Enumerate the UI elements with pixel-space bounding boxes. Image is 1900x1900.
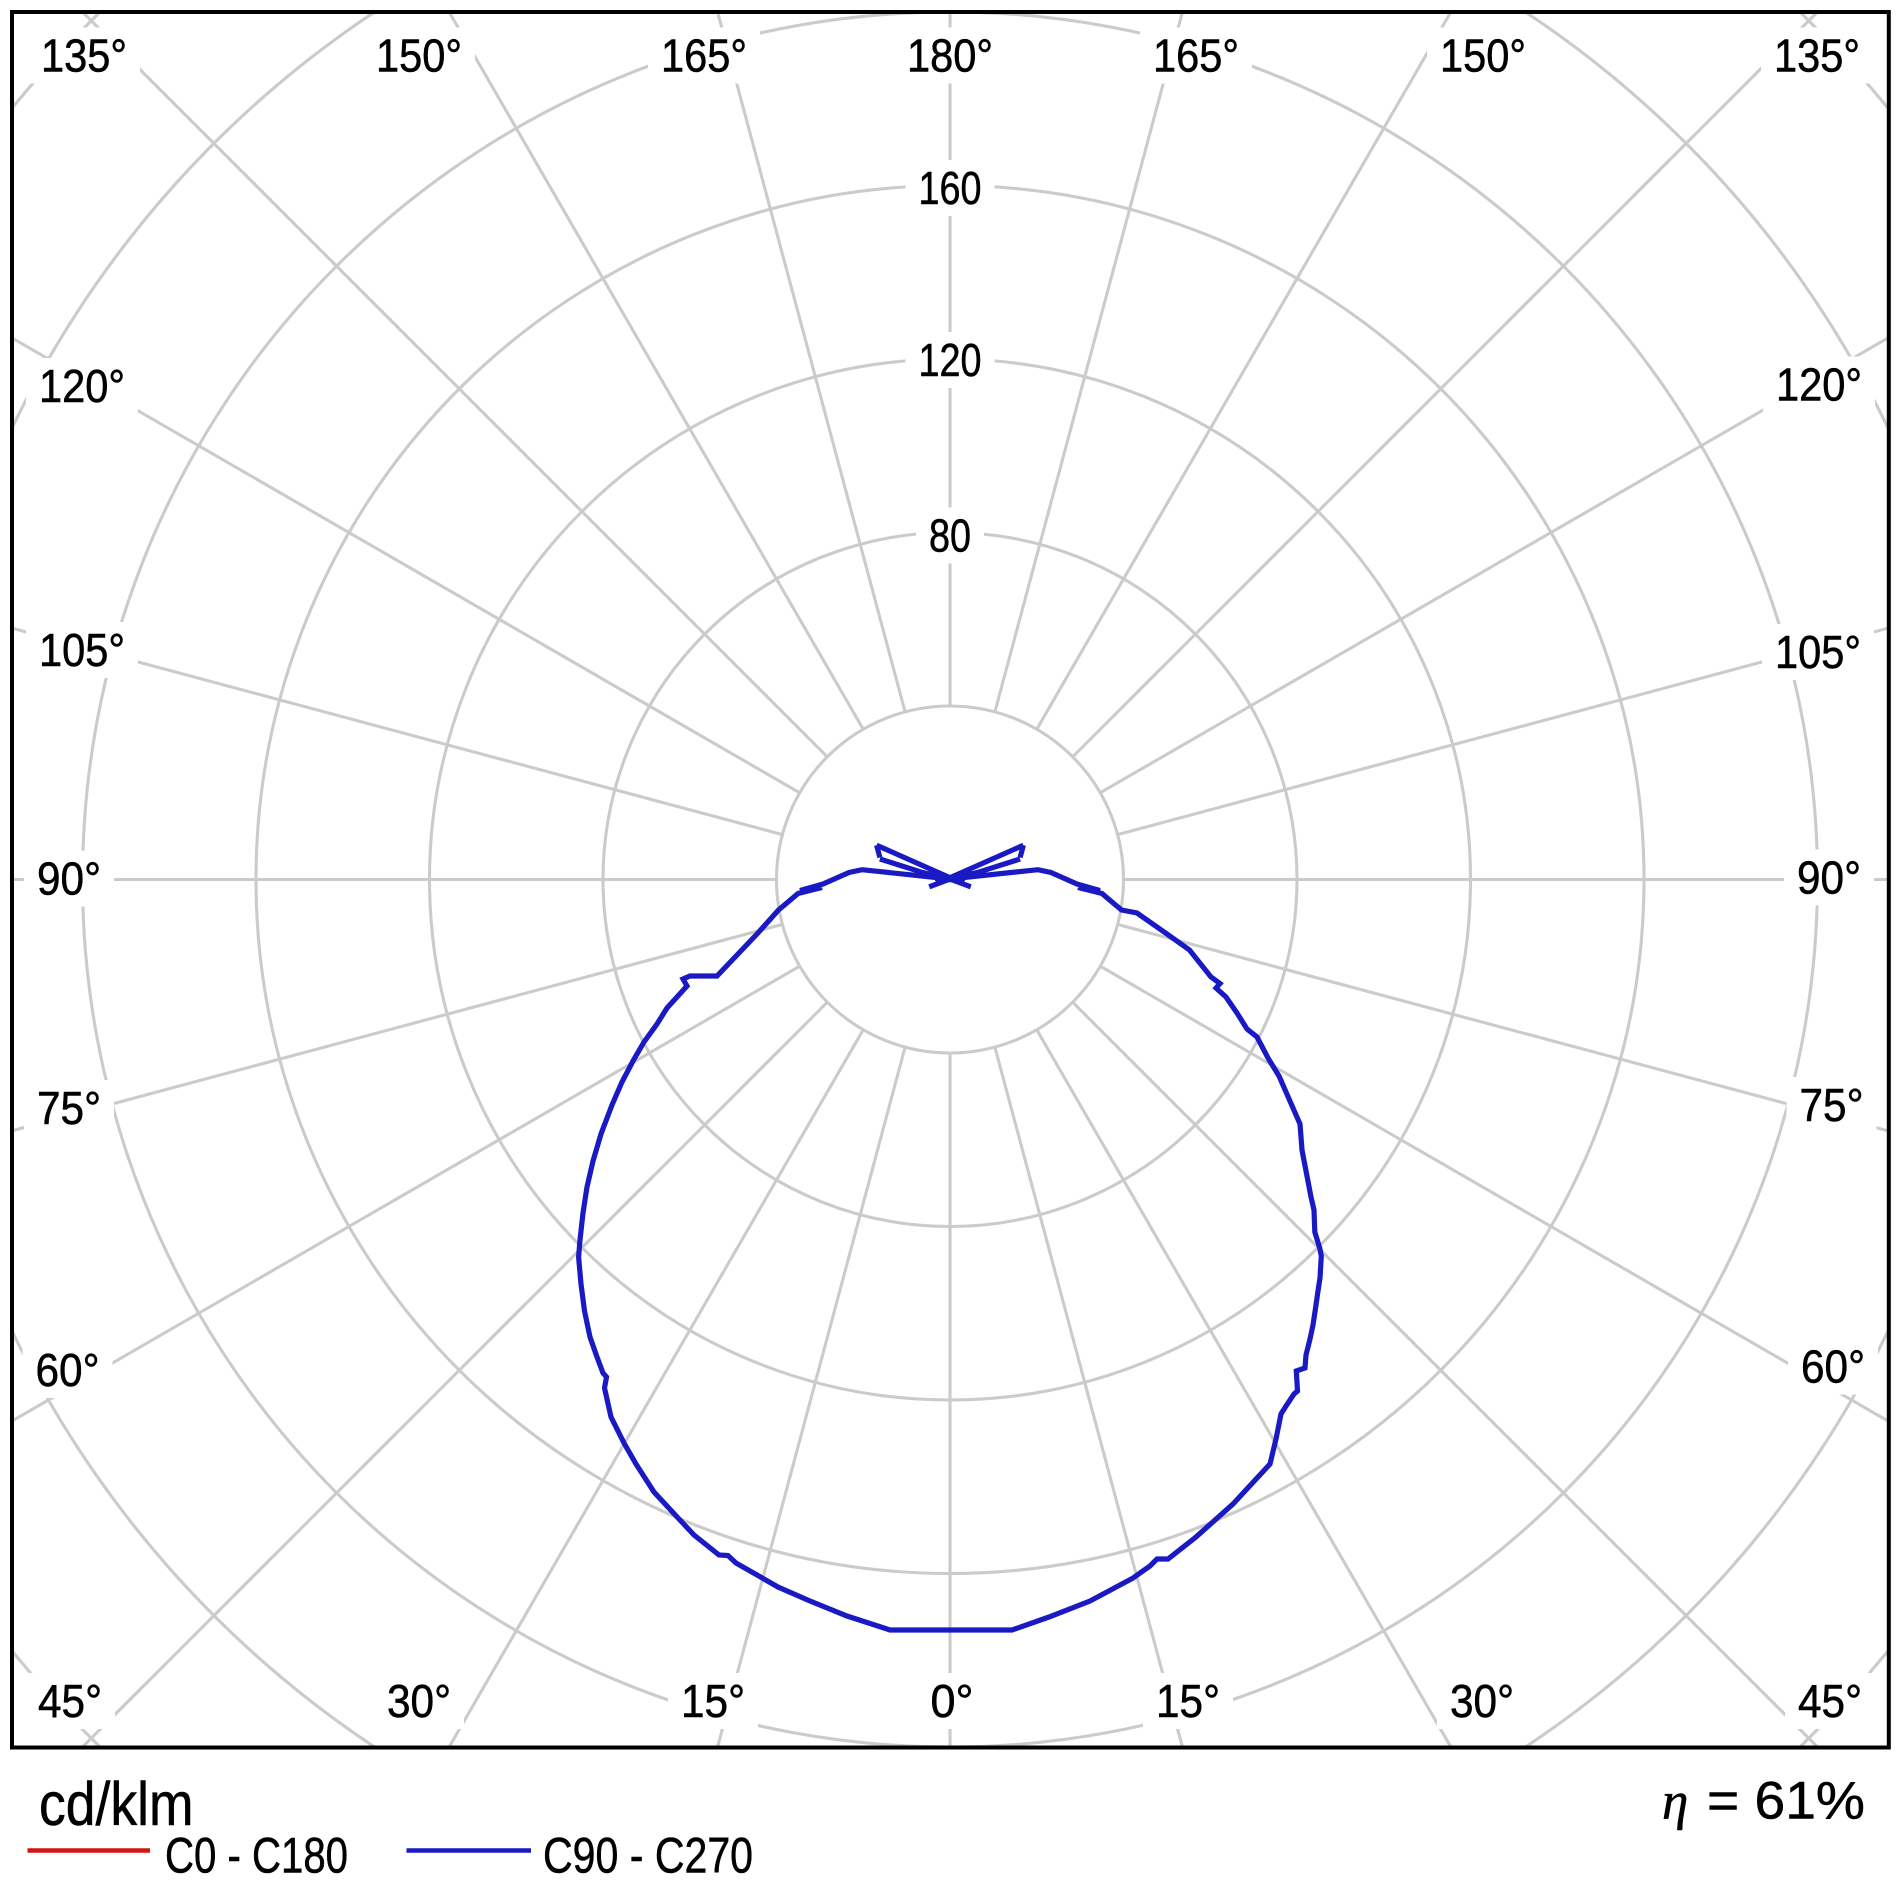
svg-text:45°: 45° — [38, 1675, 102, 1727]
svg-text:15°: 15° — [681, 1675, 745, 1727]
svg-text:60°: 60° — [1801, 1341, 1865, 1393]
svg-text:75°: 75° — [37, 1082, 101, 1134]
svg-text:90°: 90° — [1797, 852, 1861, 904]
svg-text:165°: 165° — [1153, 30, 1239, 82]
svg-text:45°: 45° — [1798, 1675, 1862, 1727]
svg-text:120°: 120° — [1776, 359, 1862, 411]
svg-text:180°: 180° — [907, 30, 993, 82]
svg-text:= 61%: = 61% — [1707, 1772, 1865, 1831]
svg-text:165°: 165° — [661, 30, 747, 82]
svg-text:90°: 90° — [37, 853, 101, 905]
svg-text:0°: 0° — [931, 1675, 974, 1727]
svg-text:105°: 105° — [1775, 626, 1861, 678]
svg-text:135°: 135° — [41, 30, 127, 82]
svg-text:150°: 150° — [376, 30, 462, 82]
svg-text:150°: 150° — [1440, 30, 1526, 82]
svg-text:105°: 105° — [39, 624, 125, 676]
svg-text:160: 160 — [919, 162, 982, 214]
svg-text:135°: 135° — [1774, 30, 1860, 82]
svg-text:120°: 120° — [39, 360, 125, 412]
svg-text:30°: 30° — [387, 1675, 451, 1727]
svg-text:30°: 30° — [1450, 1675, 1514, 1727]
svg-text:60°: 60° — [36, 1344, 100, 1396]
svg-text:C0 - C180: C0 - C180 — [165, 1828, 348, 1884]
svg-text:15°: 15° — [1156, 1675, 1220, 1727]
svg-text:75°: 75° — [1800, 1079, 1864, 1131]
svg-text:80: 80 — [929, 510, 971, 562]
svg-text:cd/klm: cd/klm — [39, 1770, 194, 1838]
svg-text:η: η — [1662, 1773, 1688, 1831]
svg-text:120: 120 — [919, 334, 982, 386]
svg-text:C90 - C270: C90 - C270 — [543, 1828, 753, 1884]
